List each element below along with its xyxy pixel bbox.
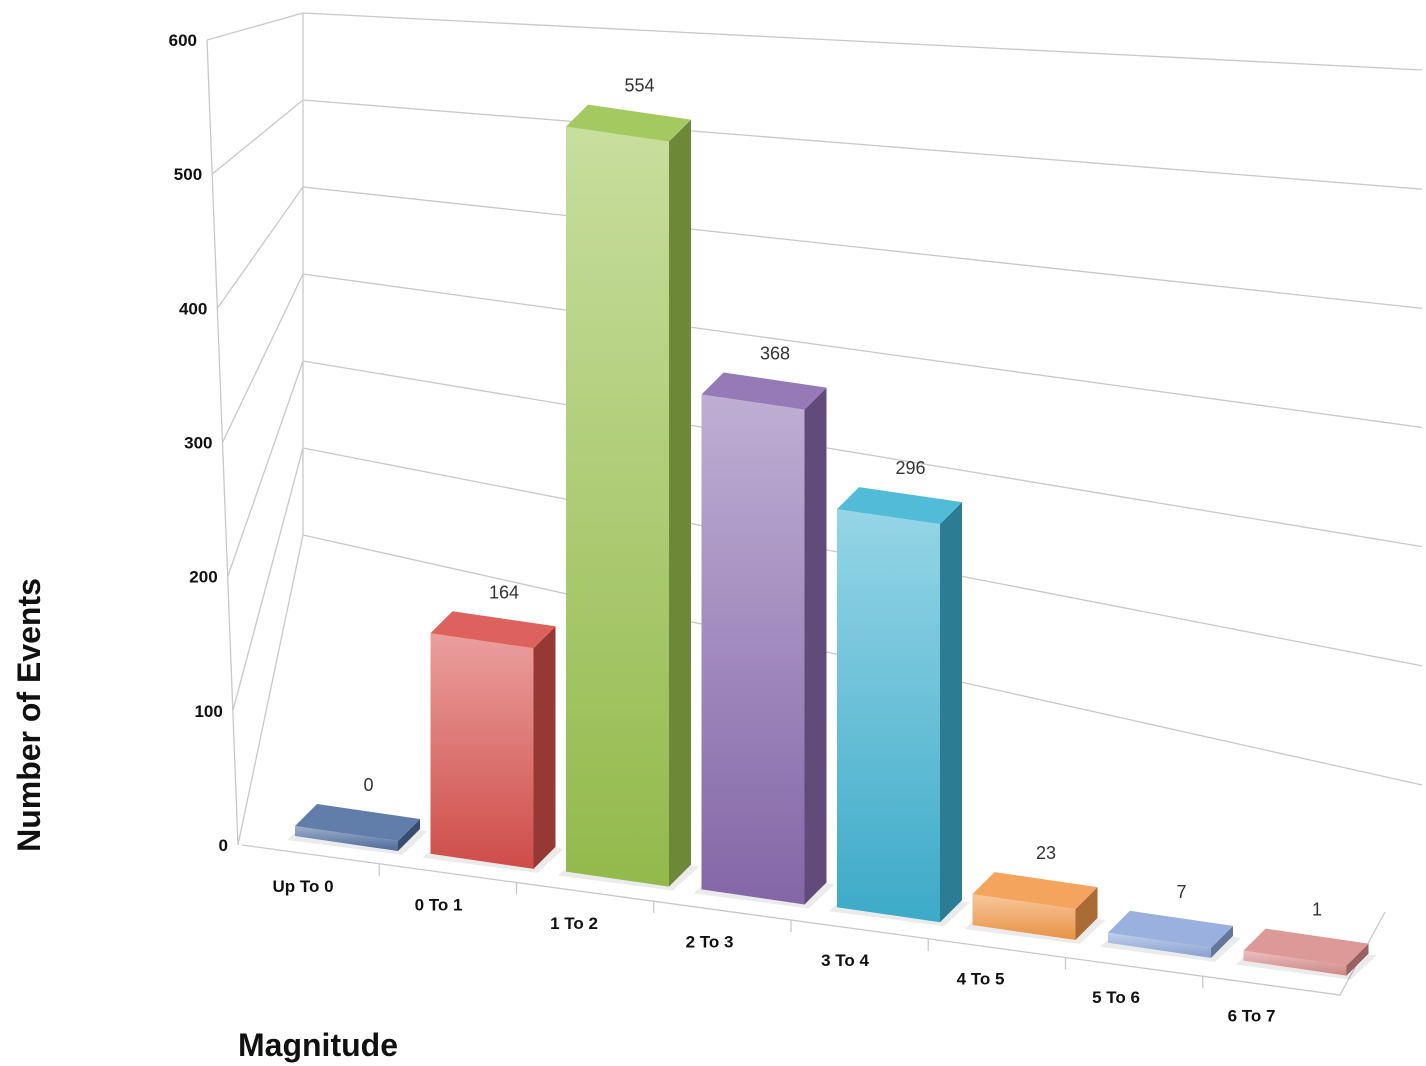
bar-side [398, 819, 420, 852]
bar-front [701, 394, 805, 905]
bar-front [430, 633, 534, 869]
x-tick-label: Up To 0 [272, 877, 333, 896]
x-tick-label: 1 To 2 [550, 914, 598, 933]
gridline [302, 186, 1423, 309]
y-tick-label: 300 [184, 434, 212, 453]
bar-top [1108, 910, 1233, 948]
bar-front [1243, 950, 1347, 976]
data-label: 296 [895, 458, 925, 478]
gridline-side [237, 534, 304, 846]
bar-front [972, 894, 1076, 941]
chart-floor [241, 844, 1386, 996]
bar-side [1211, 925, 1233, 958]
data-label: 1 [1312, 900, 1322, 920]
data-label: 164 [489, 582, 519, 602]
gridline [302, 99, 1423, 190]
gridline [302, 12, 1423, 71]
data-label: 7 [1176, 882, 1186, 902]
bar-side [940, 502, 962, 923]
gridline-side [221, 273, 304, 443]
bar-side [533, 626, 556, 869]
bars [287, 104, 1377, 980]
x-axis-ticks: Up To 0 0 To 1 1 To 2 2 To 3 3 To 4 4 To 5 5 T… [272, 863, 1276, 1026]
gridlines [206, 12, 1423, 846]
x-tick-label: 2 To 3 [686, 933, 734, 952]
floor-edge [241, 844, 1386, 996]
bar [693, 372, 835, 909]
data-label: 368 [760, 344, 790, 364]
y-axis-line [206, 39, 239, 846]
bar-front [1108, 932, 1211, 958]
gridline [302, 273, 1423, 429]
gridline-side [206, 12, 304, 41]
y-tick-label: 200 [189, 568, 217, 587]
bar-side [669, 119, 691, 887]
gridline-side [216, 186, 304, 309]
x-tick-label: 0 To 1 [415, 896, 463, 915]
data-labels: 0 164 554 368 296 23 7 1 [363, 76, 1322, 920]
y-axis-title: Number of Events [11, 578, 47, 852]
x-tick-label: 6 To 7 [1228, 1007, 1276, 1026]
bar-side [804, 387, 827, 905]
gridline [302, 360, 1423, 548]
data-label: 23 [1036, 843, 1056, 863]
x-tick-label: 5 To 6 [1092, 988, 1140, 1007]
bar-top [1243, 928, 1369, 966]
y-tick-label: 0 [219, 836, 228, 855]
data-label: 554 [624, 76, 654, 96]
bar-top [430, 611, 556, 649]
bar-front [295, 826, 398, 852]
x-axis-title: Magnitude [238, 1027, 398, 1063]
y-tick-label: 400 [179, 299, 207, 318]
y-tick-label: 100 [194, 702, 222, 721]
bar-front [837, 509, 940, 923]
bar [558, 104, 699, 891]
bar [287, 804, 428, 856]
x-tick-label: 3 To 4 [821, 951, 869, 970]
gridline-side [232, 447, 304, 712]
bar [422, 611, 564, 873]
bar-top [837, 487, 962, 525]
x-tick-label: 4 To 5 [957, 970, 1005, 989]
bar-front [566, 126, 669, 887]
y-tick-label: 500 [174, 165, 202, 184]
bar [1100, 910, 1241, 962]
bar-side [1346, 943, 1369, 976]
y-tick-label: 600 [169, 31, 197, 50]
bar [1235, 928, 1377, 980]
bar-side [1075, 887, 1098, 941]
bar-top [701, 372, 827, 410]
bar-top [566, 104, 691, 142]
y-axis-ticks: 0 100 200 300 400 500 600 [169, 31, 228, 855]
bar [964, 872, 1106, 945]
bar-top [295, 804, 420, 842]
bar [829, 487, 970, 927]
data-label: 0 [363, 775, 373, 795]
gridline-side [227, 360, 304, 577]
bar-top [972, 872, 1098, 910]
gridline-side [211, 99, 304, 175]
